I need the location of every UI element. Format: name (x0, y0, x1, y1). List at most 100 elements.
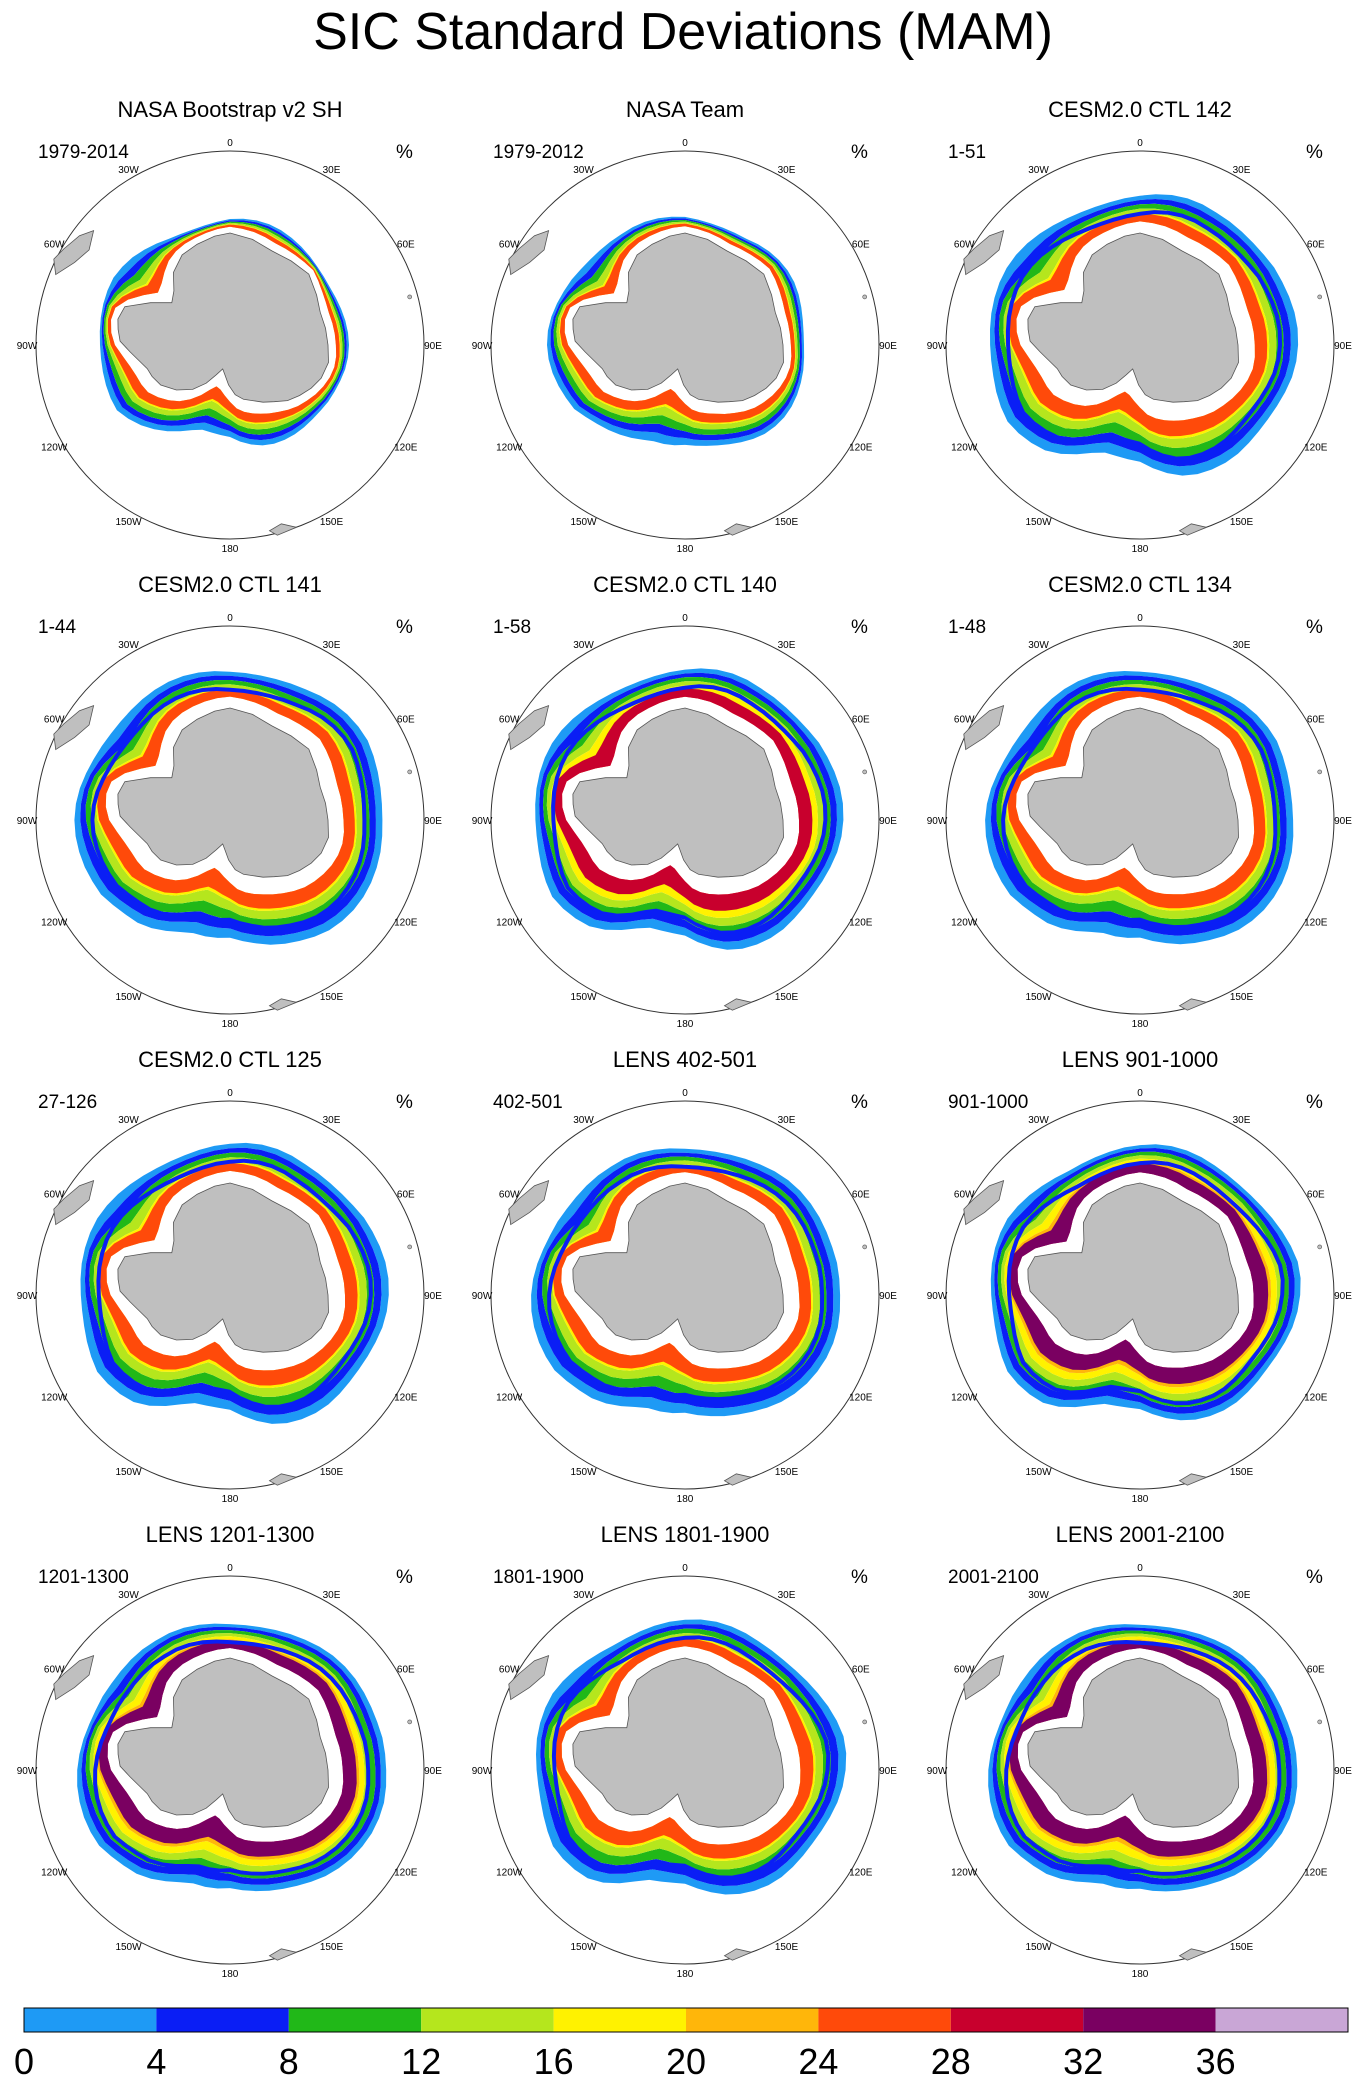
longitude-label: 60W (954, 1665, 975, 1676)
longitude-label: 120W (951, 918, 978, 929)
panel-units: % (396, 142, 413, 163)
colorbar-swatch (553, 2008, 686, 2032)
panel-period: 1979-2012 (493, 142, 584, 163)
longitude-label: 30E (1233, 640, 1251, 651)
colorbar-tick-label: 16 (534, 2041, 574, 2082)
figure-title: SIC Standard Deviations (MAM) (313, 3, 1053, 61)
longitude-label: 90E (424, 1291, 442, 1302)
longitude-label: 60W (954, 715, 975, 726)
longitude-label: 30W (118, 1115, 139, 1126)
colorbar-tick-label: 36 (1196, 2041, 1236, 2082)
longitude-label: 120W (41, 443, 68, 454)
island (407, 294, 413, 300)
island (407, 1719, 413, 1725)
longitude-label: 90E (1334, 341, 1352, 352)
longitude-label: 120E (849, 1393, 873, 1404)
longitude-label: 120E (394, 1868, 418, 1879)
longitude-label: 30E (323, 165, 341, 176)
south-america-landmass (963, 229, 1005, 276)
colorbar-tick-label: 28 (931, 2041, 971, 2082)
longitude-label: 30E (778, 1115, 796, 1126)
new-zealand-landmass (1178, 523, 1208, 536)
longitude-label: 120E (394, 1393, 418, 1404)
colorbar-swatch (818, 2008, 951, 2032)
longitude-label: 150W (1025, 517, 1052, 528)
colorbar-tick-label: 24 (798, 2041, 838, 2082)
longitude-label: 150W (570, 1467, 597, 1478)
south-america-landmass (963, 704, 1005, 751)
sic-band (559, 223, 796, 423)
panel-units: % (1306, 142, 1323, 163)
longitude-label: 180 (1132, 1494, 1149, 1505)
longitude-label: 120W (41, 1393, 68, 1404)
longitude-label: 60E (1307, 1190, 1325, 1201)
longitude-label: 120W (496, 918, 523, 929)
longitude-label: 60W (499, 715, 520, 726)
antarctica-landmass (572, 707, 784, 878)
longitude-label: 60E (397, 1190, 415, 1201)
panel-period: 901-1000 (948, 1092, 1028, 1113)
longitude-label: 90W (17, 1766, 38, 1777)
longitude-label: 150W (1025, 1942, 1052, 1953)
panel-title: LENS 1201-1300 (146, 1522, 315, 1547)
longitude-label: 0 (1137, 138, 1143, 149)
longitude-label: 180 (222, 1019, 239, 1030)
south-america-landmass (508, 229, 550, 276)
longitude-label: 30W (1028, 165, 1049, 176)
longitude-label: 150W (115, 992, 142, 1003)
panel-title: LENS 2001-2100 (1056, 1522, 1225, 1547)
longitude-label: 60E (1307, 1665, 1325, 1676)
south-america-landmass (508, 1179, 550, 1226)
longitude-label: 60E (397, 1665, 415, 1676)
panel-period: 2001-2100 (948, 1567, 1039, 1588)
island (862, 294, 868, 300)
island (862, 1719, 868, 1725)
longitude-label: 120E (1304, 1393, 1328, 1404)
antarctica-landmass (572, 232, 784, 403)
map-panel: LENS 402-501 402-501 % 0 30E 60E 90E 120E 150E 18… (472, 1047, 898, 1505)
longitude-label: 150W (115, 1467, 142, 1478)
longitude-label: 30W (573, 1590, 594, 1601)
longitude-label: 180 (222, 1969, 239, 1980)
island (1317, 1244, 1323, 1250)
longitude-label: 0 (1137, 1088, 1143, 1099)
longitude-label: 60E (397, 715, 415, 726)
panel-units: % (396, 1092, 413, 1113)
longitude-label: 120E (1304, 918, 1328, 929)
longitude-label: 30E (323, 1115, 341, 1126)
longitude-label: 150W (115, 1942, 142, 1953)
longitude-label: 90E (879, 1766, 897, 1777)
panel-units: % (851, 617, 868, 638)
south-america-landmass (53, 704, 95, 751)
island (407, 769, 413, 775)
longitude-label: 60E (852, 715, 870, 726)
island (1317, 1719, 1323, 1725)
longitude-label: 90W (927, 816, 948, 827)
antarctica-landmass (572, 1182, 784, 1353)
longitude-label: 120E (1304, 443, 1328, 454)
longitude-label: 180 (677, 1019, 694, 1030)
panel-title: CESM2.0 CTL 141 (138, 572, 322, 597)
antarctica-landmass (117, 1657, 329, 1828)
longitude-label: 30W (1028, 640, 1049, 651)
longitude-label: 120W (496, 443, 523, 454)
longitude-label: 150E (775, 1467, 799, 1478)
colorbar: 0 4 8 12 16 20 24 28 32 36 (14, 2007, 1349, 2082)
longitude-label: 30W (573, 640, 594, 651)
panel-period: 402-501 (493, 1092, 563, 1113)
colorbar-swatch (288, 2008, 422, 2032)
island (1317, 294, 1323, 300)
longitude-label: 30W (573, 165, 594, 176)
longitude-label: 30E (323, 640, 341, 651)
longitude-label: 90E (1334, 816, 1352, 827)
map-panel: CESM2.0 CTL 141 1-44 % 0 30E 60E 90E 120E 150E 18… (17, 572, 443, 1030)
sic-band (556, 221, 798, 430)
panel-title: CESM2.0 CTL 125 (138, 1047, 322, 1072)
longitude-label: 120E (394, 443, 418, 454)
longitude-label: 60W (954, 1190, 975, 1201)
longitude-label: 150E (320, 517, 344, 528)
longitude-label: 30W (573, 1115, 594, 1126)
panel-period: 1-44 (38, 617, 76, 638)
longitude-label: 30W (1028, 1115, 1049, 1126)
longitude-label: 30E (1233, 1115, 1251, 1126)
